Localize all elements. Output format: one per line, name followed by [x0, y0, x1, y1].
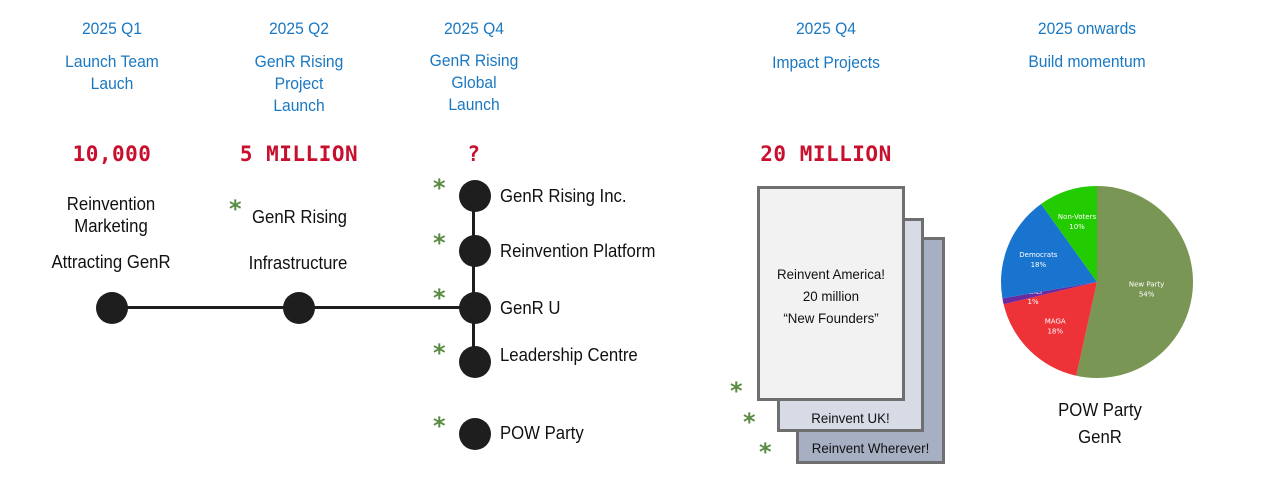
q4-title-line1: GenR Rising: [429, 51, 519, 70]
q1-label: Reinvention Marketing Attracting GenR: [46, 193, 176, 273]
q4-title-line3: Launch: [448, 95, 500, 114]
card-front-line2: 20 million: [802, 288, 860, 304]
q4-figure: ?: [467, 142, 481, 166]
momentum-title: Build momentum: [1028, 52, 1146, 71]
asterisk-icon: *: [433, 284, 446, 312]
asterisk-icon: *: [433, 229, 446, 257]
pie-value-label: 18%: [1031, 261, 1047, 269]
impact-period: 2025 Q4: [795, 19, 857, 38]
asterisk-icon: *: [433, 412, 446, 440]
card-middle-label: Reinvent UK!: [811, 410, 890, 426]
pie-caption-line1: POW Party: [1058, 400, 1142, 420]
asterisk-icon: *: [433, 339, 446, 367]
q1-period: 2025 Q1: [81, 19, 143, 38]
pie-caption: POW Party GenR: [1035, 399, 1165, 448]
timeline-node-q1: [96, 292, 128, 324]
timeline-node-item: [459, 418, 491, 450]
pie-value-label: 10%: [1069, 223, 1085, 231]
pie-slice-other: [1002, 282, 1097, 305]
q2-title-line1: GenR Rising: [254, 52, 344, 71]
q2-title-line3: Launch: [273, 96, 325, 115]
q2-heading: 2025 Q2 GenR Rising Project Launch: [244, 18, 354, 117]
q4-item-label: Leadership Centre: [500, 345, 638, 365]
q4-period: 2025 Q4: [443, 19, 505, 38]
timeline-node-item: [459, 292, 491, 324]
asterisk-icon: *: [759, 438, 772, 466]
timeline-node-item: [459, 235, 491, 267]
impact-heading: 2025 Q4 Impact Projects: [757, 18, 895, 74]
pie-caption-line2: GenR: [1078, 427, 1122, 447]
pie-label: Democrats: [1019, 251, 1058, 259]
asterisk-icon: *: [743, 408, 756, 436]
pie-slice-democrats: [1001, 203, 1097, 299]
q1-figure: 10,000: [72, 142, 152, 166]
asterisk-icon: *: [229, 195, 242, 223]
q2-period: 2025 Q2: [268, 19, 330, 38]
pie-value-label: 54%: [1139, 290, 1155, 298]
q1-heading: 2025 Q1 Launch Team Lauch: [57, 18, 167, 95]
timeline-node-item: [459, 346, 491, 378]
momentum-period: 2025 onwards: [1037, 19, 1137, 38]
card-front: [757, 186, 905, 401]
q4-item-label: GenR Rising Inc.: [500, 186, 627, 206]
card-front-text: Reinvent America! 20 million “New Founde…: [761, 263, 902, 329]
q1-title-line2: Lauch: [90, 74, 134, 93]
timeline-node-item: [459, 180, 491, 212]
vote-share-pie-chart: New Party54%MAGA18%Other1%Democrats18%No…: [1001, 186, 1193, 378]
pie-slice-new-party: [1076, 186, 1193, 378]
q4-title-line2: Global: [451, 73, 497, 92]
momentum-heading: 2025 onwards Build momentum: [1018, 18, 1156, 73]
pie-value-label: 18%: [1047, 327, 1063, 335]
card-front-line3: “New Founders”: [783, 310, 879, 326]
q1-title-line1: Launch Team: [65, 52, 159, 71]
pie-slice-maga: [1003, 282, 1097, 376]
impact-figure: 20 MILLION: [760, 142, 892, 166]
pie-slice-non-voters: [1041, 186, 1097, 282]
pie-label: Non-Voters: [1058, 213, 1097, 221]
q2-label-line1: GenR Rising: [252, 207, 347, 227]
q1-label-line3: Attracting GenR: [51, 252, 171, 272]
timeline-node-q2: [283, 292, 315, 324]
q2-label-line2: Infrastructure: [248, 253, 348, 273]
impact-title: Impact Projects: [772, 53, 880, 72]
pie-label: MAGA: [1045, 317, 1066, 325]
q4-item-label: POW Party: [500, 423, 584, 443]
q2-figure: 5 MILLION: [239, 142, 359, 166]
q4-item-label: GenR U: [500, 298, 561, 318]
q1-label-line1: Reinvention: [66, 194, 156, 214]
timeline-vertical-line: [472, 196, 475, 362]
q4-item-label: Reinvention Platform: [500, 241, 656, 261]
asterisk-icon: *: [730, 377, 743, 405]
asterisk-icon: *: [433, 174, 446, 202]
pie-value-label: 1%: [1027, 298, 1038, 306]
q1-label-line2: Marketing: [74, 216, 148, 236]
q2-title-line2: Project: [274, 74, 324, 93]
pie-label: New Party: [1129, 280, 1164, 288]
q4-heading: 2025 Q4 GenR Rising Global Launch: [419, 18, 529, 116]
card-back-label: Reinvent Wherever!: [811, 440, 930, 456]
card-front-line1: Reinvent America!: [777, 266, 885, 282]
